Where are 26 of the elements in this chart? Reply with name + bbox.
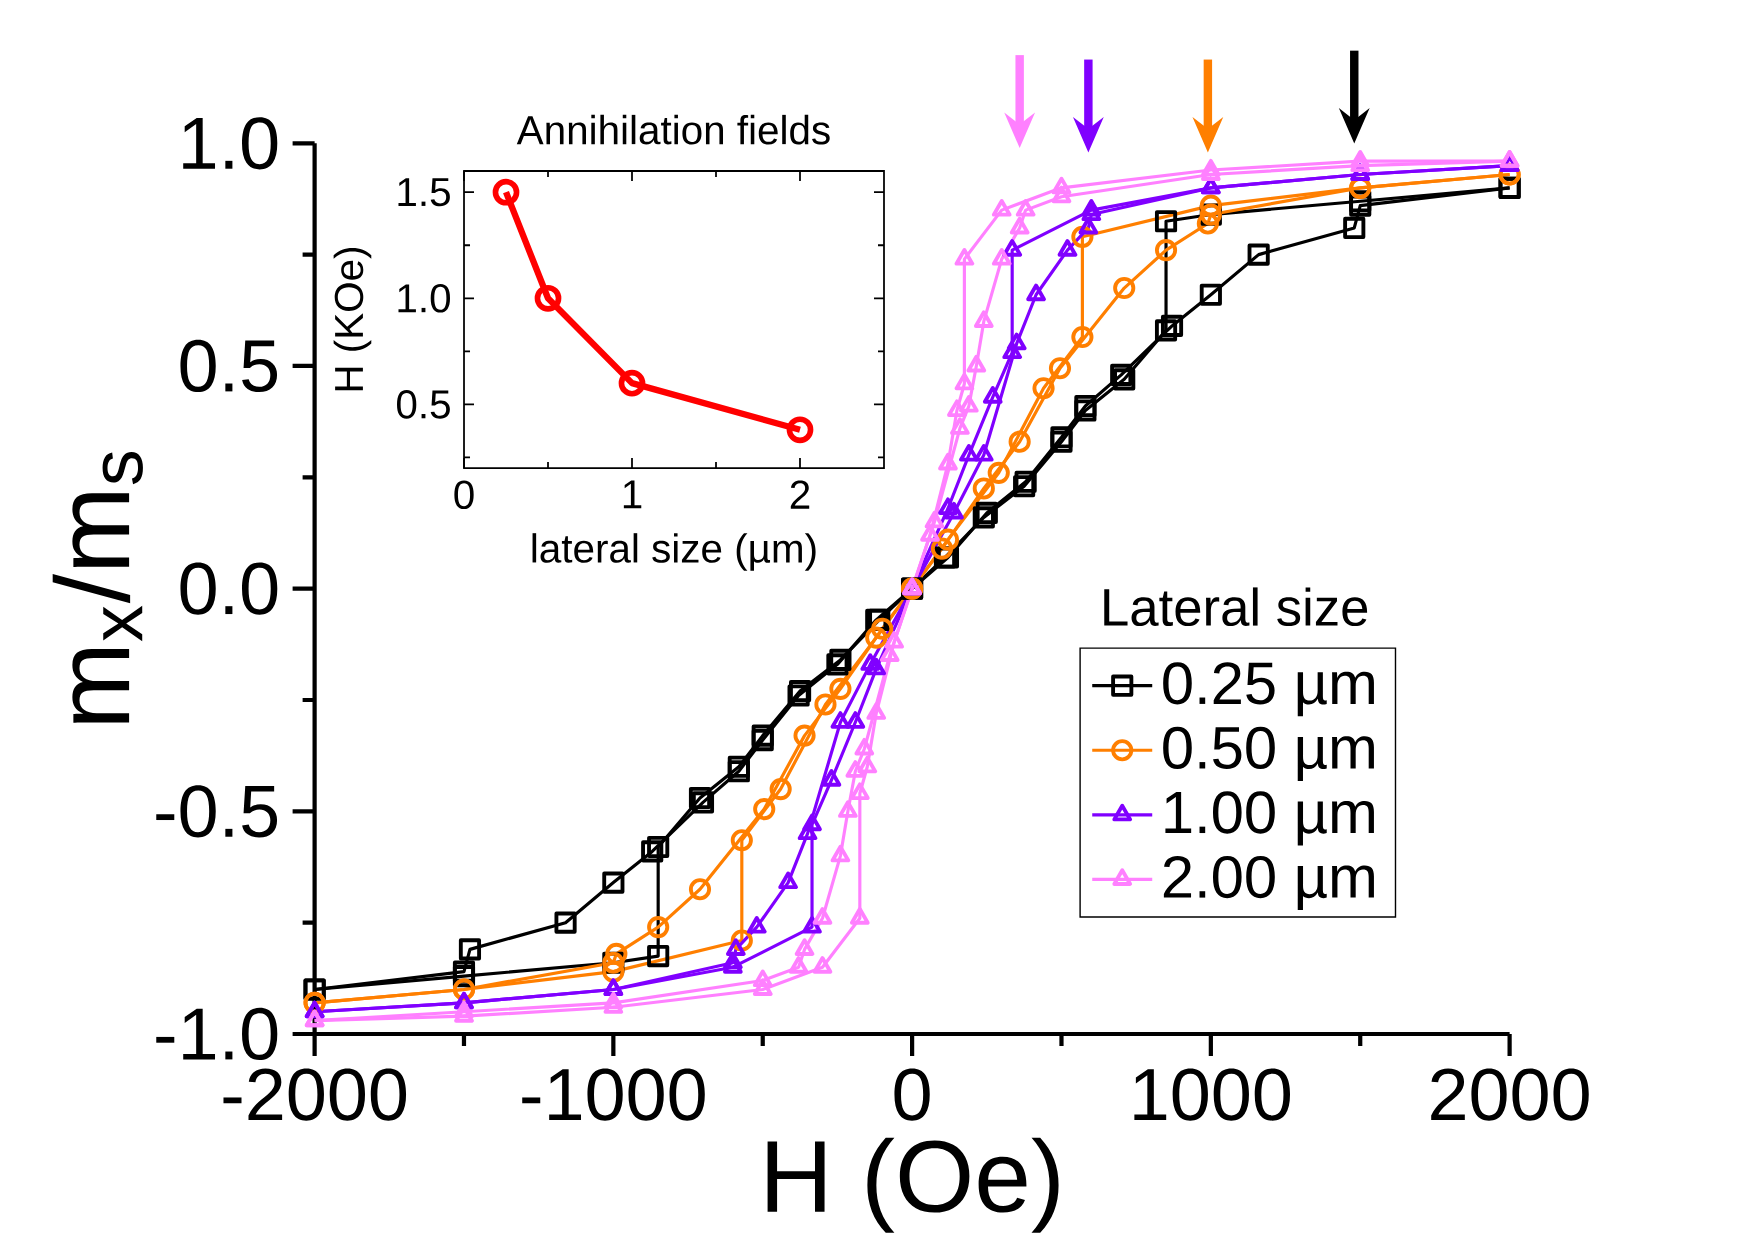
- chart-title: Annihilation fields: [516, 114, 830, 145]
- y-tick-label: 1.0: [398, 283, 450, 313]
- x-axis-title: lateral size (µm): [532, 533, 816, 571]
- y-tick-label: 0.5: [397, 390, 450, 419]
- y-tick-label: -0.5: [156, 785, 278, 838]
- y-tick-label: -1.0: [156, 1007, 278, 1061]
- x-tick-label: 0: [454, 480, 474, 510]
- x-tick-label: 1: [623, 480, 642, 509]
- legend-label: 1.00 µm: [1165, 791, 1374, 846]
- x-axis-title: H (Oe): [767, 1137, 1059, 1233]
- legend-label: 2.00 µm: [1163, 855, 1374, 911]
- x-tick-label: -1000: [522, 1068, 705, 1121]
- legend-title: Lateral size: [1104, 587, 1368, 627]
- x-tick-label: 1000: [1134, 1068, 1291, 1121]
- y-axis-title: m$_{x}$/m$_{s}$: [52, 451, 143, 723]
- legend-label: 0.25 µm: [1163, 662, 1374, 717]
- y-tick-label: 0.0: [180, 562, 278, 615]
- x-tick-label: 0: [894, 1068, 930, 1121]
- y-tick-label: 1.0: [183, 117, 278, 170]
- x-tick-label: -2000: [223, 1068, 407, 1121]
- y-axis-title: H (KOe): [333, 247, 372, 391]
- y-tick-label: 0.5: [180, 339, 278, 393]
- legend-label: 0.50 µm: [1163, 726, 1374, 781]
- x-tick-label: 2: [790, 480, 810, 509]
- x-tick-label: 2000: [1431, 1068, 1589, 1121]
- y-tick-label: 1.5: [398, 178, 450, 207]
